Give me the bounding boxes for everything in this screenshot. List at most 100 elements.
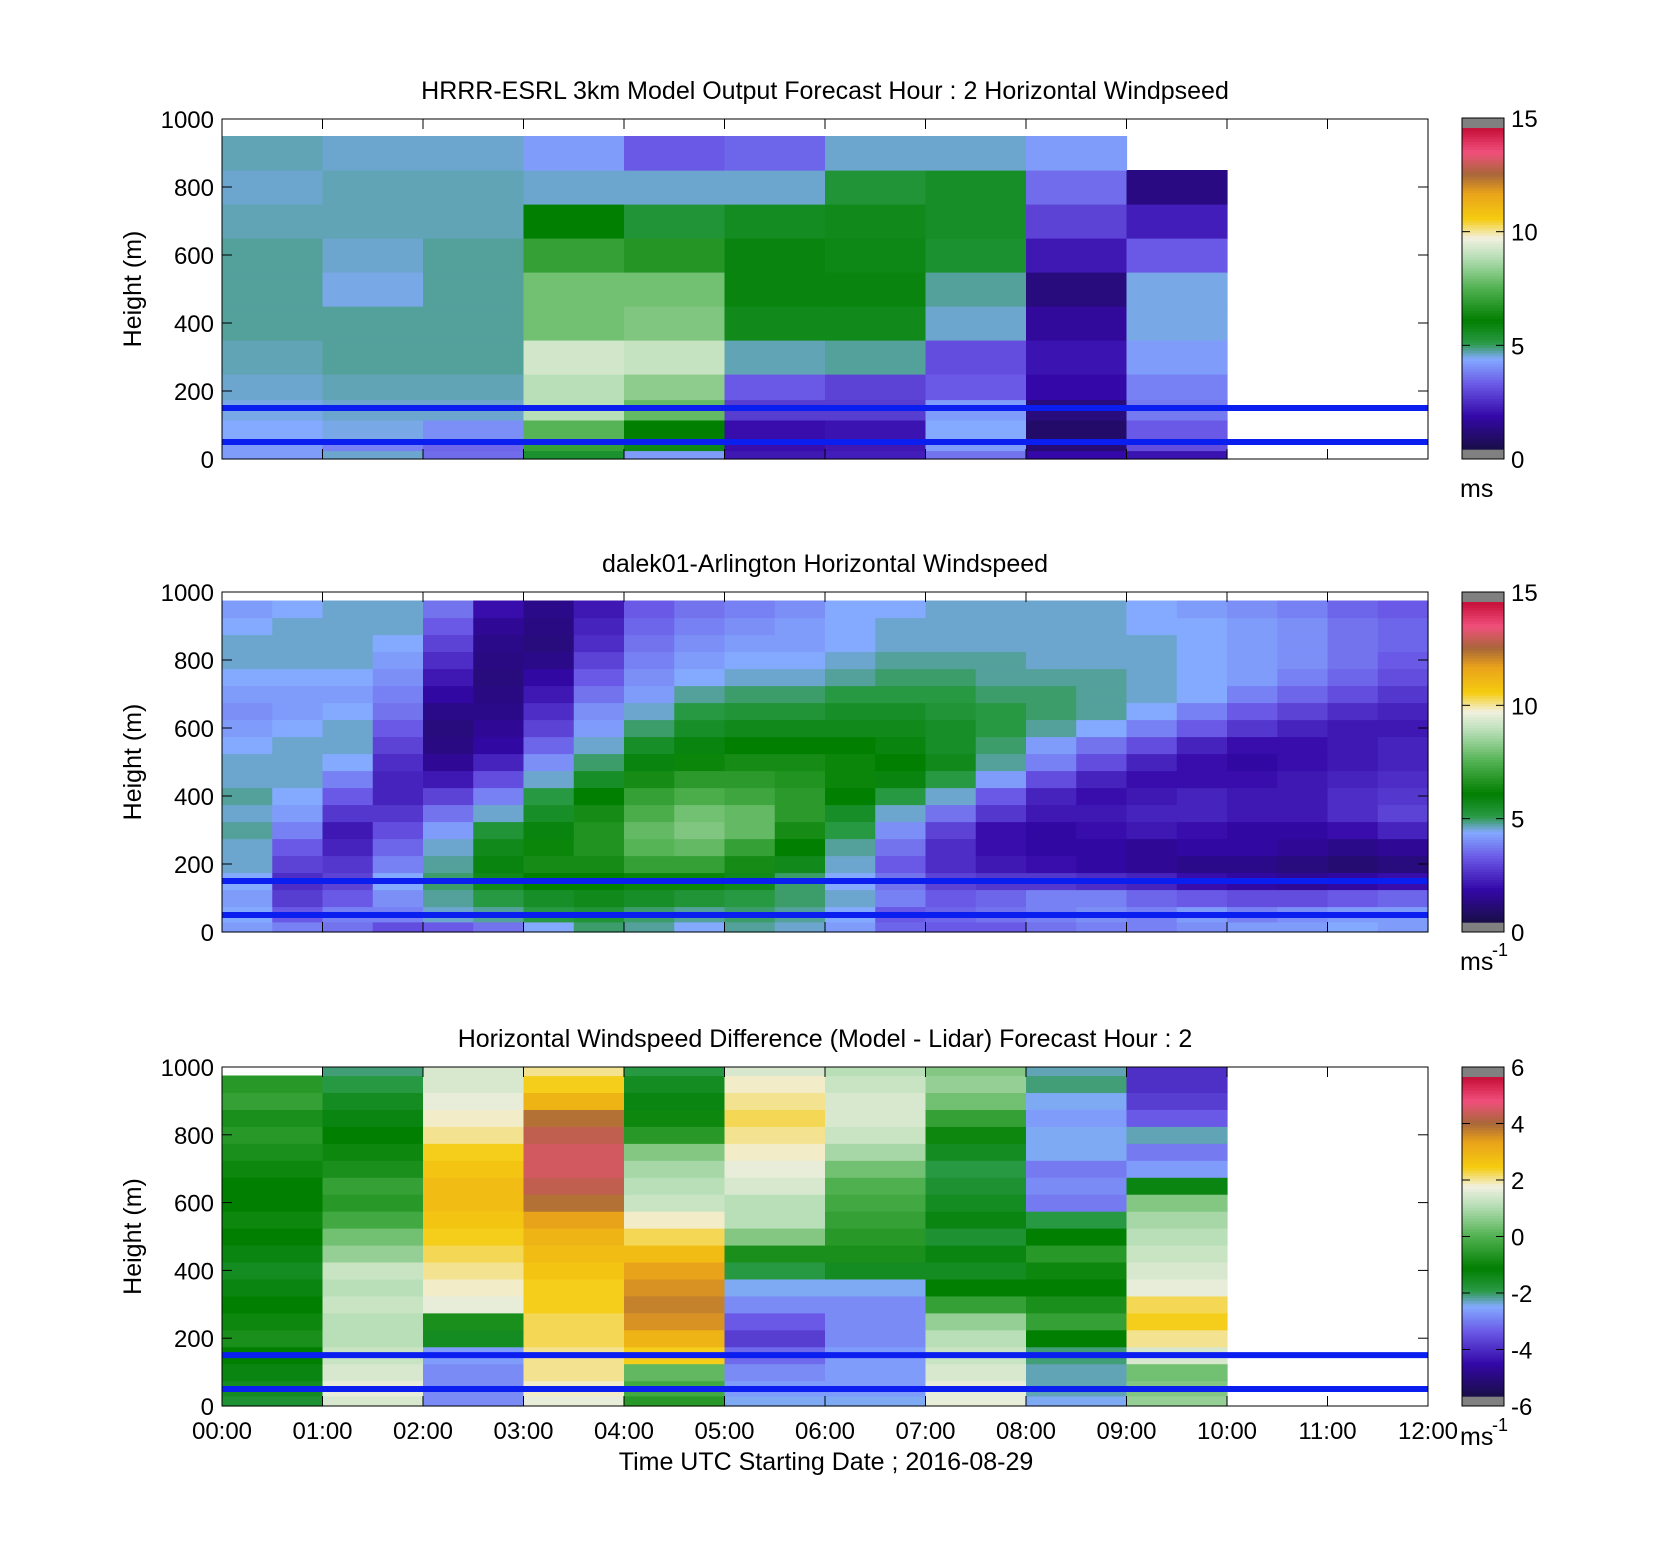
colorbar-swatch	[1462, 336, 1504, 341]
heatmap-cell	[1277, 889, 1329, 908]
heatmap-cell	[724, 702, 776, 721]
heatmap-cell	[1126, 634, 1178, 653]
colorbar-swatch	[1462, 1255, 1504, 1259]
colorbar-swatch	[1462, 1116, 1504, 1121]
heatmap-cell	[1126, 1295, 1228, 1314]
heatmap-cell	[222, 821, 273, 840]
heatmap-cell	[523, 804, 575, 823]
colorbar-swatch	[1462, 272, 1504, 276]
heatmap-cell	[372, 702, 424, 721]
heatmap-cell	[1377, 787, 1429, 806]
colorbar-swatch	[1462, 344, 1504, 349]
heatmap-cell	[1126, 804, 1178, 823]
colorbar-swatch	[1462, 834, 1504, 838]
heatmap-cell	[825, 1329, 927, 1348]
colorbar-tick-label: 4	[1511, 1112, 1524, 1139]
heatmap-cell	[222, 600, 273, 619]
heatmap-cell	[272, 838, 324, 857]
heatmap-cell	[825, 306, 927, 341]
heatmap-cell	[1126, 821, 1178, 840]
colorbar-swatch	[1462, 1209, 1504, 1214]
colorbar-tick-label: 0	[1511, 447, 1524, 474]
heatmap-cell	[523, 1067, 625, 1077]
colorbar-swatch	[1462, 256, 1504, 260]
colorbar-swatch	[1462, 1340, 1504, 1344]
colorbar-swatch	[1462, 668, 1504, 673]
heatmap-cell	[1126, 238, 1228, 273]
heatmap-cell	[724, 889, 776, 908]
heatmap-cell	[523, 600, 575, 619]
colorbar-swatch	[1462, 1374, 1504, 1379]
heatmap-cell	[1327, 719, 1379, 738]
heatmap-cell	[825, 736, 876, 755]
colorbar-swatch	[1462, 1140, 1504, 1145]
heatmap-cell	[624, 921, 675, 933]
heatmap-cell	[1026, 617, 1077, 636]
heatmap-cell	[322, 1109, 424, 1127]
colorbar-swatch	[1462, 133, 1504, 137]
colorbar-swatch	[1462, 192, 1504, 196]
colorbar-swatch	[1462, 882, 1504, 886]
heatmap-cell	[523, 702, 575, 721]
heatmap-cell	[724, 306, 826, 341]
colorbar-swatch	[1462, 424, 1504, 429]
heatmap-cell	[372, 787, 424, 806]
heatmap-cell	[523, 838, 575, 857]
colorbar-swatch	[1462, 751, 1504, 755]
y-tick-label: 600	[174, 1191, 214, 1218]
heatmap-cell	[222, 1126, 324, 1144]
colorbar-swatch	[1462, 900, 1504, 905]
heatmap-cell	[423, 787, 474, 806]
colorbar-swatch	[1462, 1345, 1504, 1349]
heatmap-cell	[925, 1194, 1027, 1212]
heatmap-cell	[1076, 921, 1128, 933]
heatmap-cell	[724, 1395, 826, 1407]
heatmap-cell	[1026, 685, 1077, 704]
heatmap-cell	[1176, 702, 1228, 721]
colorbar-swatch	[1462, 786, 1504, 790]
heatmap-cell	[774, 600, 826, 619]
heatmap-cell	[1277, 651, 1329, 670]
x-axis-label: Time UTC Starting Date ; 2016-08-29	[619, 1448, 1034, 1476]
heatmap-cell	[523, 719, 575, 738]
colorbar-swatch	[1462, 770, 1504, 774]
heatmap-cell	[1126, 1363, 1228, 1382]
heatmap-cell	[272, 600, 324, 619]
heatmap-cell	[523, 1329, 625, 1348]
heatmap-cell	[825, 855, 876, 874]
heatmap-cell	[322, 1211, 424, 1229]
heatmap-cell	[774, 921, 826, 933]
heatmap-cell	[1227, 753, 1278, 772]
heatmap-cell	[925, 736, 977, 755]
heatmap-cell	[322, 1143, 424, 1161]
colorbar-swatch	[1462, 157, 1504, 161]
colorbar-swatch	[1462, 416, 1504, 421]
heatmap-cell	[473, 838, 525, 857]
heatmap-cell	[1176, 770, 1228, 789]
heatmap-cell	[1377, 736, 1429, 755]
colorbar-swatch	[1462, 1111, 1504, 1115]
heatmap-cell	[523, 770, 575, 789]
heatmap-cell	[1126, 651, 1178, 670]
heatmap-cell	[523, 136, 625, 171]
colorbar-swatch	[1462, 213, 1504, 217]
colorbar-swatch	[1462, 160, 1504, 164]
heatmap-cell	[1076, 719, 1128, 738]
colorbar-tick-label: 5	[1511, 333, 1524, 360]
heatmap-cell	[523, 1177, 625, 1195]
heatmap-cell	[423, 1295, 525, 1314]
heatmap-cell	[1126, 1092, 1228, 1110]
colorbar-swatch	[1462, 1100, 1504, 1105]
colorbar-tick-label: 0	[1511, 920, 1524, 947]
heatmap-cell	[975, 668, 1027, 687]
heatmap-cell	[624, 889, 675, 908]
heatmap-cell	[322, 1363, 424, 1382]
colorbar-swatch	[1462, 406, 1504, 410]
colorbar-swatch	[1462, 136, 1504, 140]
heatmap-cell	[523, 921, 575, 933]
heatmap-cell	[1377, 600, 1429, 619]
colorbar-swatch	[1462, 232, 1504, 236]
colorbar-swatch	[1462, 724, 1504, 729]
colorbar-swatch	[1462, 1334, 1504, 1339]
heatmap-cell	[1327, 634, 1379, 653]
